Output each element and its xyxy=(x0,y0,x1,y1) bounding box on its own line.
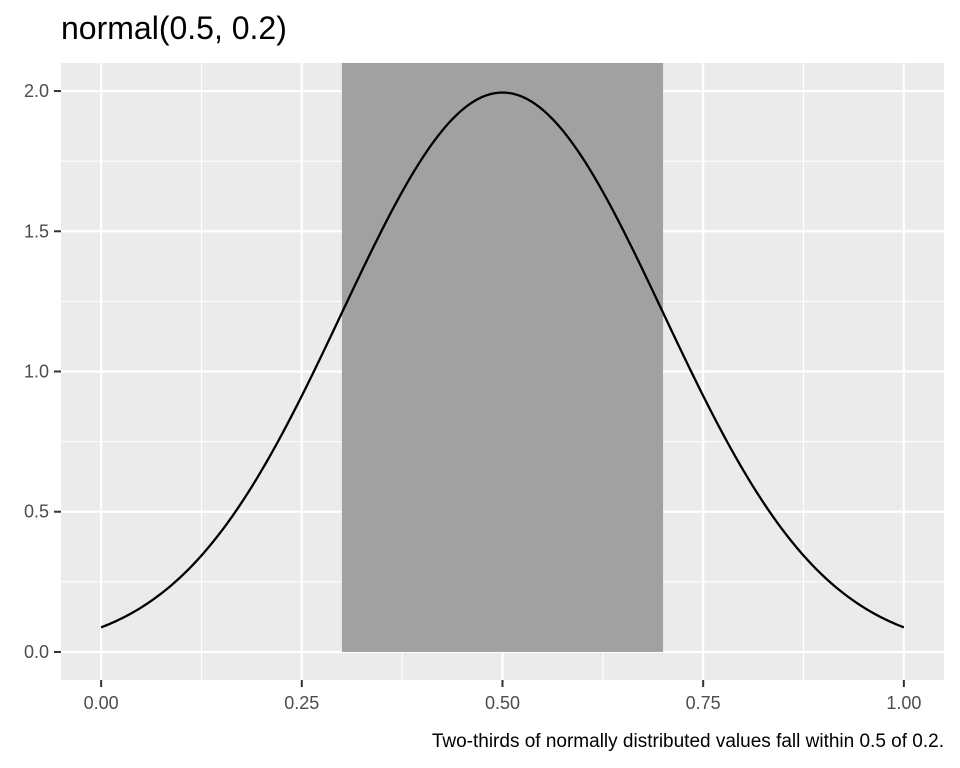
y-tick-label: 0.0 xyxy=(24,642,49,662)
x-tick-label: 0.25 xyxy=(284,693,319,713)
density-curve xyxy=(100,91,905,629)
chart-caption: Two-thirds of normally distributed value… xyxy=(432,731,944,752)
x-tick-label: 0.00 xyxy=(84,693,119,713)
y-tick-label: 1.0 xyxy=(24,362,49,382)
axis-ticks: 0.00 0.25 0.50 0.75 1.00 0.0 0.5 1.0 1.5 2.0 xyxy=(24,81,921,713)
y-tick-label: 0.5 xyxy=(24,502,49,522)
shaded-interval xyxy=(341,63,664,652)
chart-title: normal(0.5, 0.2) xyxy=(61,10,287,46)
x-tick-label: 0.75 xyxy=(686,693,721,713)
y-tick-label: 1.5 xyxy=(24,221,49,241)
y-tick-label: 2.0 xyxy=(24,81,49,101)
x-tick-label: 1.00 xyxy=(886,693,921,713)
x-tick-label: 0.50 xyxy=(485,693,520,713)
